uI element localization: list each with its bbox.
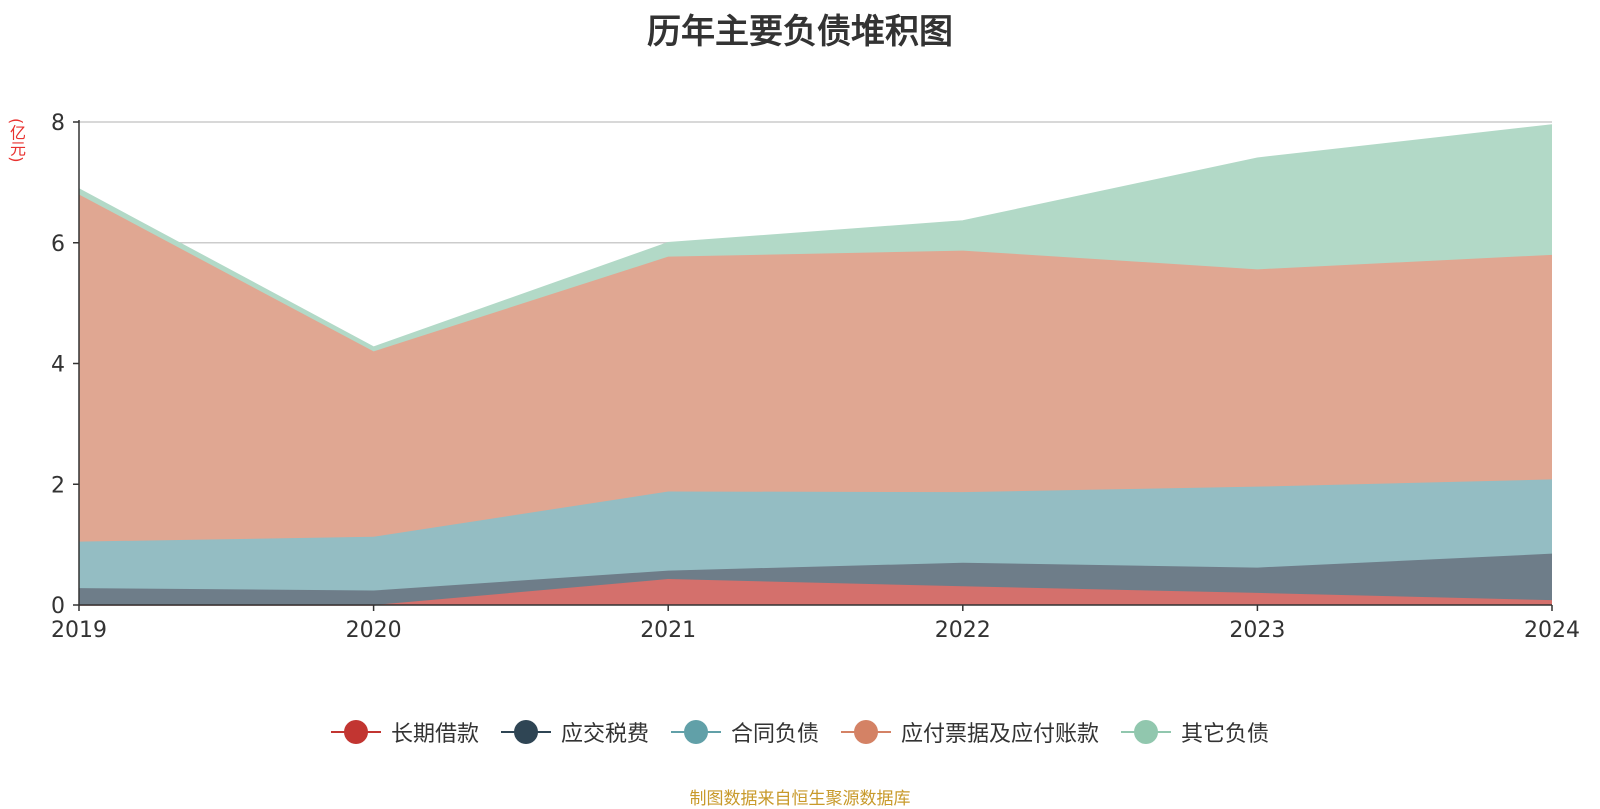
legend-item-1[interactable]: 长期借款 bbox=[330, 716, 479, 748]
y-tick-label: 2 bbox=[51, 473, 65, 498]
source-note: 制图数据来自恒生聚源数据库 bbox=[689, 789, 911, 809]
axis-layer: 0 2 4 6 8 2019 2020 2021 2022 2023 2024 bbox=[51, 111, 1580, 643]
legend-marker bbox=[841, 720, 891, 744]
x-tick-label: 2019 bbox=[51, 618, 107, 643]
legend-marker bbox=[670, 720, 721, 744]
legend-item-5[interactable]: 其它负债 bbox=[1121, 716, 1269, 748]
legend-label: 长期借款 bbox=[390, 722, 479, 747]
legend-marker bbox=[330, 720, 381, 744]
x-tick-label: 2022 bbox=[935, 618, 991, 643]
x-tick-label: 2021 bbox=[640, 618, 696, 643]
legend-label: 应交税费 bbox=[560, 722, 649, 747]
area-edge-series-5 bbox=[78, 124, 1553, 349]
legend-item-3[interactable]: 合同负债 bbox=[670, 716, 819, 748]
legend-item-4[interactable]: 应付票据及应付账款 bbox=[841, 716, 1099, 748]
x-tick-label: 2023 bbox=[1229, 618, 1285, 643]
legend-label: 合同负债 bbox=[730, 722, 819, 747]
y-tick-label: 4 bbox=[51, 353, 65, 378]
area-series-4 bbox=[79, 194, 1552, 542]
y-tick-label: 6 bbox=[51, 232, 65, 257]
legend: 长期借款 应交税费 合同负债 应付票据及应付账款 其它负债 bbox=[0, 716, 1600, 748]
y-axis-unit-label: (亿元) bbox=[7, 118, 26, 163]
area-layer bbox=[78, 124, 1553, 606]
chart-title: 历年主要负债堆积图 bbox=[647, 12, 953, 52]
area-series-5 bbox=[79, 125, 1552, 352]
legend-label: 应付票据及应付账款 bbox=[901, 722, 1100, 747]
x-tick-label: 2020 bbox=[346, 618, 402, 643]
legend-label: 其它负债 bbox=[1181, 722, 1270, 747]
legend-marker bbox=[1121, 720, 1172, 744]
x-tick-label: 2024 bbox=[1524, 618, 1580, 643]
y-tick-label: 0 bbox=[51, 594, 65, 619]
legend-item-2[interactable]: 应交税费 bbox=[500, 716, 649, 748]
y-tick-label: 8 bbox=[51, 111, 65, 136]
legend-marker bbox=[500, 720, 551, 744]
area-series-3 bbox=[79, 479, 1552, 591]
